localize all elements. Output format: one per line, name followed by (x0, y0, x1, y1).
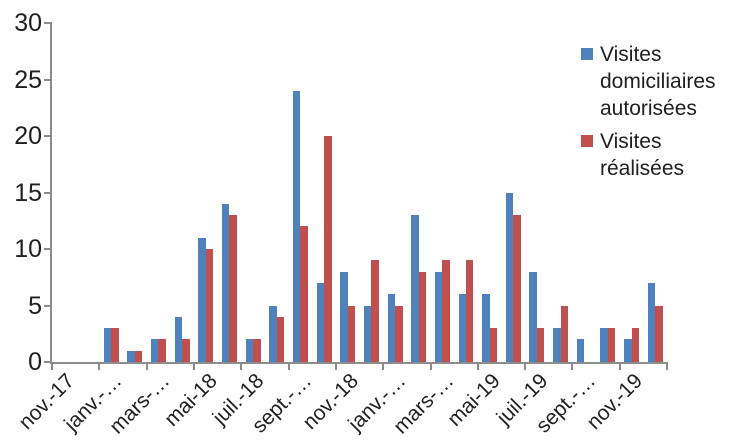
x-tick-mark (145, 364, 148, 370)
bar-visites-realisees (607, 328, 616, 362)
bar-visites-autorisees (316, 282, 324, 362)
bar-visites-realisees (300, 226, 308, 362)
y-tick-label: 30 (14, 9, 42, 37)
bar-visites-autorisees (600, 328, 608, 362)
bar-visites-autorisees (127, 350, 135, 362)
y-tick-mark (44, 22, 51, 24)
bar-visites-autorisees (553, 328, 561, 362)
y-tick-label: 5 (28, 291, 42, 320)
bar-visites-realisees (111, 328, 119, 362)
bar-visites-realisees (513, 215, 521, 362)
bar-visites-realisees (631, 328, 639, 362)
y-tick-label: 10 (14, 235, 42, 263)
x-tick-mark (618, 364, 621, 370)
x-tick-mark (476, 364, 479, 370)
bar-visites-autorisees (221, 203, 230, 362)
bar-visites-realisees (134, 350, 143, 362)
y-axis-line (50, 22, 52, 364)
y-tick-label: 25 (14, 65, 42, 94)
x-tick-mark (334, 364, 337, 370)
bar-visites-realisees (182, 339, 190, 362)
bar-visites-realisees (442, 260, 450, 362)
bar-visites-autorisees (198, 237, 206, 362)
bar-visites-realisees (253, 339, 261, 362)
y-tick-mark (44, 304, 51, 307)
bar-visites-realisees (418, 271, 427, 362)
x-axis-line (50, 362, 668, 364)
x-tick-mark (287, 364, 290, 370)
bar-visites-realisees (536, 328, 545, 362)
bar-visites-realisees (465, 260, 474, 362)
bar-visites-realisees (324, 136, 332, 362)
x-tick-mark (51, 364, 53, 370)
bar-visites-realisees (347, 305, 356, 362)
legend-swatch-autorisees-icon (581, 48, 593, 60)
x-tick-mark (192, 364, 195, 370)
legend-item-visites-autorisees: Visites domiciliaires autorisées (581, 41, 730, 122)
bar-visites-autorisees (458, 294, 466, 362)
bar-visites-autorisees (151, 339, 159, 362)
x-tick-mark (571, 364, 574, 370)
bar-visites-realisees (655, 305, 663, 362)
y-tick-mark (44, 191, 51, 194)
bar-visites-autorisees (174, 316, 183, 362)
bar-visites-autorisees (245, 339, 254, 362)
y-tick-label: 20 (14, 122, 42, 150)
x-tick-label: mai-19 (443, 369, 506, 431)
bar-visites-autorisees (292, 90, 301, 362)
bar-visites-realisees (395, 305, 403, 362)
bar-visites-autorisees (387, 294, 395, 362)
bar-visites-realisees (229, 215, 237, 362)
y-tick-mark (44, 248, 51, 250)
bar-visites-autorisees (576, 339, 585, 362)
bar-visites-realisees (489, 328, 498, 362)
bar-visites-realisees (560, 305, 569, 362)
bar-visites-realisees (371, 260, 379, 362)
legend-item-visites-realisees: Visites réalisées (581, 128, 730, 182)
x-tick-mark (524, 364, 527, 370)
y-tick-mark (44, 78, 51, 81)
x-tick-mark (382, 364, 385, 370)
bar-visites-autorisees (434, 271, 443, 362)
bar-visites-realisees (205, 249, 214, 362)
y-tick-mark (44, 361, 51, 363)
x-tick-mark (240, 364, 243, 370)
y-tick-label: 15 (14, 178, 42, 207)
bar-visites-autorisees (340, 271, 348, 362)
bar-visites-autorisees (505, 192, 514, 362)
bar-visites-autorisees (363, 305, 372, 362)
bar-visites-realisees (276, 316, 285, 362)
bar-visites-autorisees (529, 271, 537, 362)
bar-visites-autorisees (624, 339, 632, 362)
bar-visites-autorisees (482, 294, 490, 362)
legend-swatch-realisees-icon (581, 135, 593, 147)
bar-visites-autorisees (269, 305, 277, 362)
x-tick-mark (98, 364, 101, 370)
legend-label-realisees: Visites réalisées (600, 130, 685, 180)
bar-visites-autorisees (647, 282, 656, 362)
bar-visites-realisees (158, 339, 166, 362)
y-tick-mark (44, 135, 51, 137)
x-tick-mark (429, 364, 432, 370)
bar-visites-autorisees (411, 215, 419, 362)
x-tick-label: mai-18 (159, 369, 222, 431)
bar-visites-autorisees (103, 328, 112, 362)
x-tick-mark (666, 364, 668, 370)
legend-label-autorisees: Visites domiciliaires autorisées (600, 43, 716, 120)
y-tick-label: 0 (28, 348, 42, 376)
